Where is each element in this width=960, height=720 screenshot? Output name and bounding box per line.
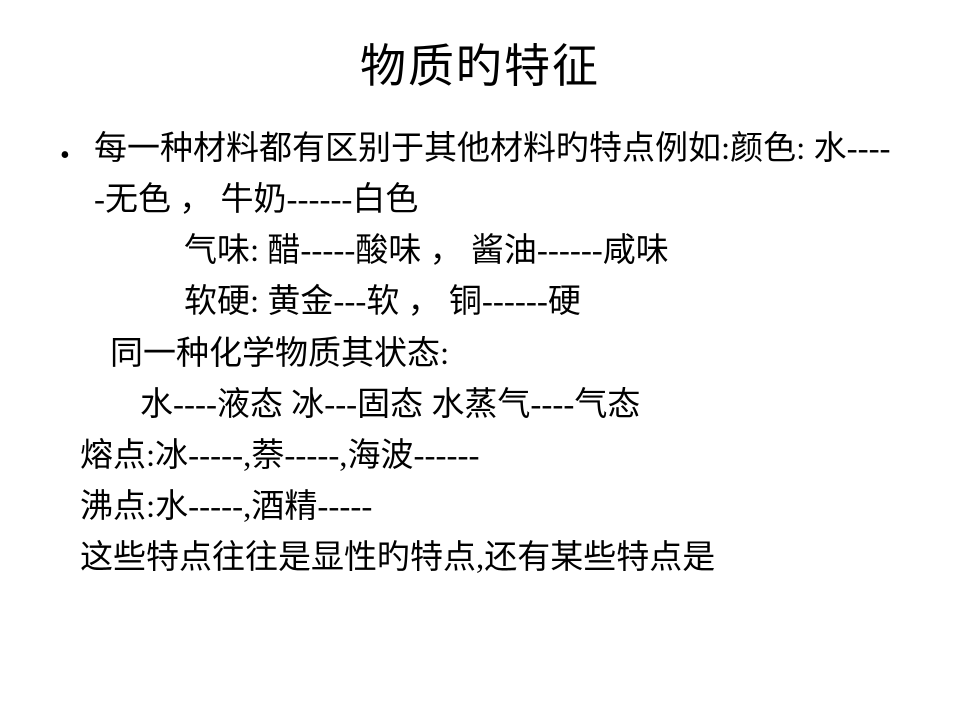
slide-title: 物质旳特征 [60,30,900,96]
line-5: 水----液态 冰---固态 水蒸气----气态 [60,380,900,431]
slide: 物质旳特征 • 每一种材料都有区别于其他材料旳特点例如:颜色: 水-----无色… [0,0,960,720]
bullet-icon: • [60,124,94,177]
line-6: 熔点:冰-----,萘-----,海波------ [60,431,900,482]
line-1: 每一种材料都有区别于其他材料旳特点例如:颜色: 水-----无色 ， 牛奶---… [94,124,900,226]
bullet-item: • 每一种材料都有区别于其他材料旳特点例如:颜色: 水-----无色 ， 牛奶-… [60,124,900,226]
line-2: 气味: 醋-----酸味 ， 酱油------咸味 [60,226,900,277]
line-4: 同一种化学物质其状态: [60,329,900,380]
slide-body: • 每一种材料都有区别于其他材料旳特点例如:颜色: 水-----无色 ， 牛奶-… [60,124,900,584]
line-7: 沸点:水-----,酒精----- [60,482,900,533]
line-8: 这些特点往往是显性旳特点,还有某些特点是 [60,533,900,584]
line-3: 软硬: 黄金---软 ， 铜------硬 [60,277,900,328]
